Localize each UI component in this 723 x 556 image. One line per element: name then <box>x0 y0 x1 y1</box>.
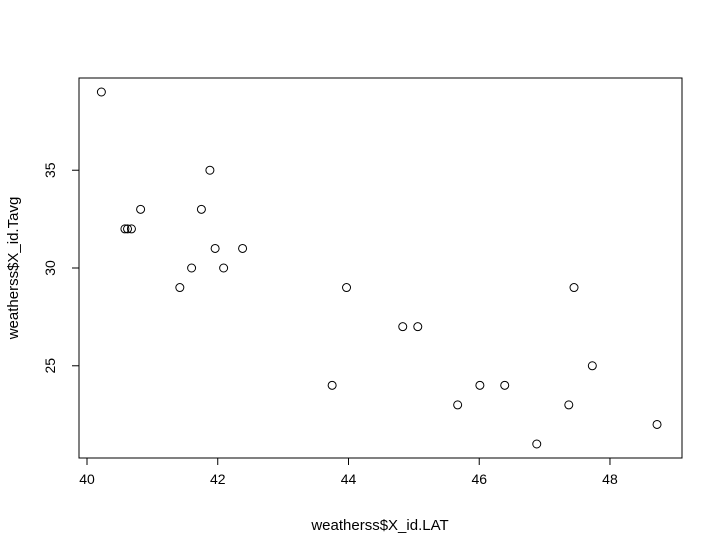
data-point <box>136 204 146 214</box>
data-point <box>413 322 423 332</box>
y-tick-label: 25 <box>42 358 58 374</box>
data-point <box>342 283 352 293</box>
data-point <box>398 322 408 332</box>
x-tick-label: 44 <box>341 471 357 487</box>
data-point <box>569 283 579 293</box>
data-point <box>126 224 136 234</box>
data-points <box>96 87 662 449</box>
x-axis-title: weatherss$X_id.LAT <box>310 517 448 534</box>
data-point <box>475 380 485 390</box>
data-point <box>187 263 197 273</box>
data-point <box>210 243 220 253</box>
data-point <box>120 224 130 234</box>
data-point <box>532 439 542 449</box>
data-point <box>238 243 248 253</box>
data-point <box>196 204 206 214</box>
x-tick-label: 42 <box>210 471 226 487</box>
data-point <box>219 263 229 273</box>
data-point <box>123 224 133 234</box>
y-axis-title: weatherss$X_id.Tavg <box>5 197 22 341</box>
x-axis: 40 42 44 46 48 <box>79 457 618 487</box>
y-tick-label: 30 <box>42 260 58 276</box>
data-point <box>500 380 510 390</box>
data-point <box>564 400 574 410</box>
data-point <box>96 87 106 97</box>
y-axis: 25 30 35 <box>42 162 80 374</box>
data-point <box>205 165 215 175</box>
x-tick-label: 48 <box>602 471 618 487</box>
data-point <box>453 400 463 410</box>
data-point <box>175 283 185 293</box>
data-point <box>327 380 337 390</box>
data-point <box>652 419 662 429</box>
y-tick-label: 35 <box>42 162 58 178</box>
x-tick-label: 46 <box>471 471 487 487</box>
plot-frame <box>78 77 683 459</box>
x-tick-label: 40 <box>79 471 95 487</box>
data-point <box>587 361 597 371</box>
